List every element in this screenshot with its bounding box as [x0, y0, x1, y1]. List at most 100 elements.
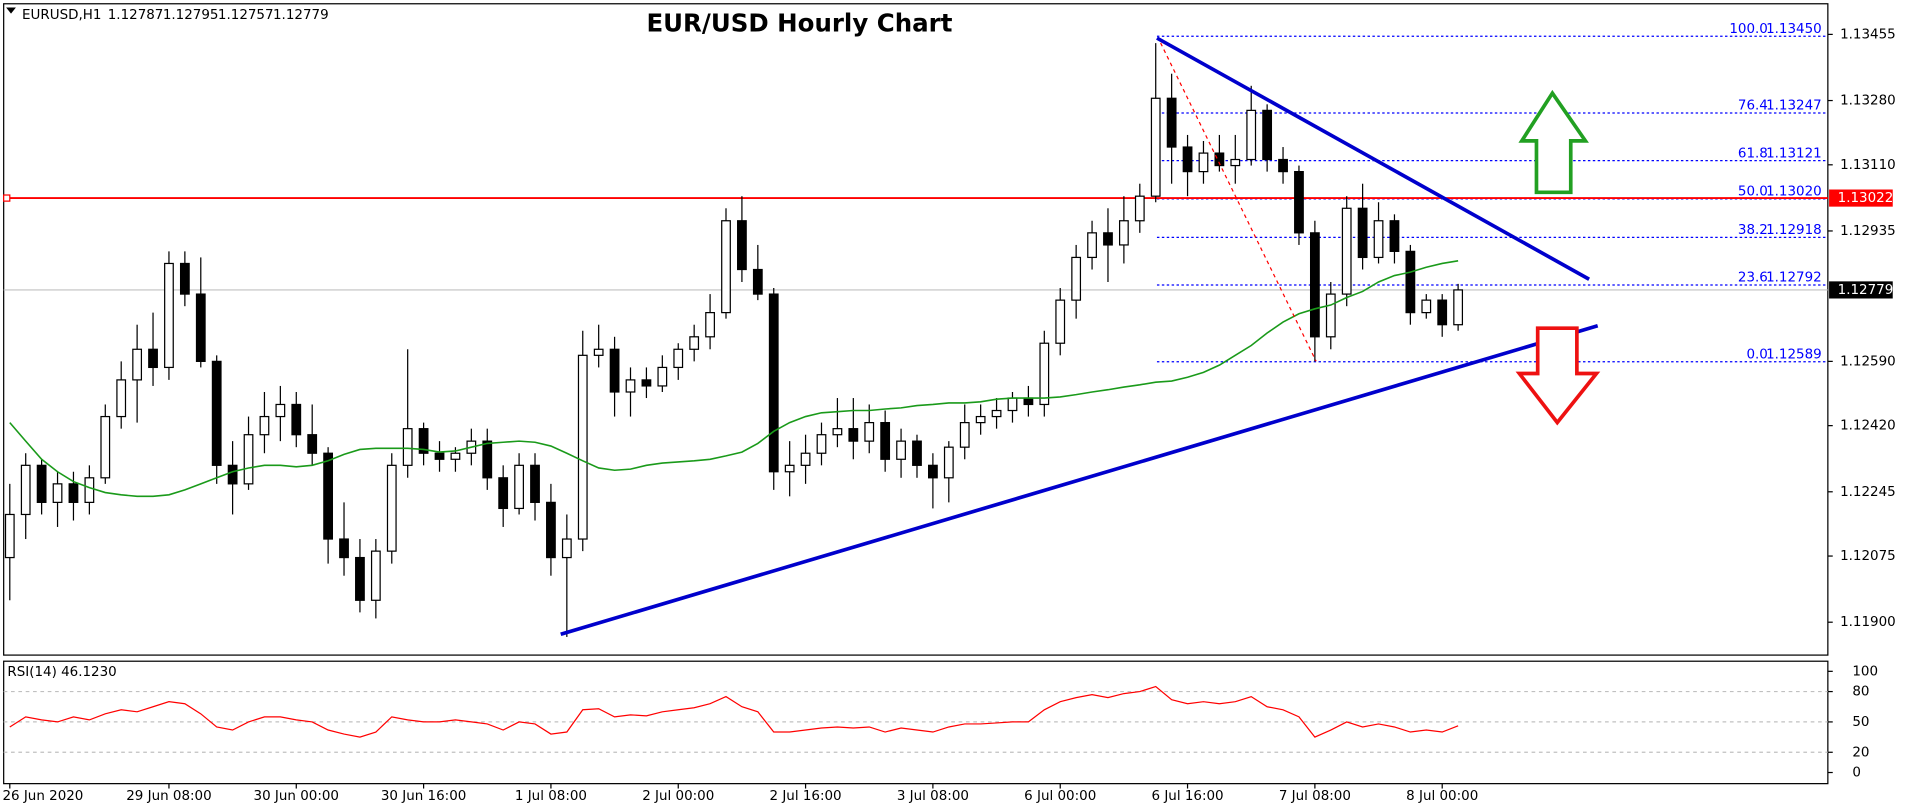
candle-body: [561, 538, 572, 559]
fib-swing-line: [1160, 42, 1317, 362]
candle-body: [259, 415, 270, 436]
candle-body: [880, 421, 891, 460]
candle-body: [1055, 299, 1066, 344]
rsi-y-tick-label: 0: [1852, 766, 1861, 781]
chart-title: EUR/USD Hourly Chart: [646, 9, 952, 38]
x-tick-label: 2 Jul 16:00: [770, 789, 842, 804]
candle-body: [386, 464, 397, 552]
candle-body: [928, 464, 938, 479]
candle-body: [84, 477, 95, 503]
candle-body: [36, 464, 47, 503]
candle-body: [593, 348, 604, 356]
fib-level: 100.0: [1729, 22, 1768, 37]
candle-body: [434, 452, 445, 460]
candle-body: [1325, 293, 1336, 338]
candle-body: [1118, 220, 1129, 246]
candle-body: [1294, 170, 1304, 234]
candle-body: [1087, 232, 1097, 259]
up-arrow: [1518, 89, 1589, 195]
symbol: EURUSD,H1: [22, 8, 101, 23]
y-tick-label: 1.13110: [1840, 158, 1896, 173]
x-tick-label: 8 Jul 00:00: [1406, 789, 1478, 804]
candle-body: [4, 513, 15, 559]
candle-body: [100, 415, 111, 479]
fib-price: 1.12918: [1766, 223, 1822, 238]
candle-body: [132, 348, 143, 381]
horizontal-level-label: 1.13022: [1838, 191, 1894, 206]
y-tick-label: 1.12935: [1840, 224, 1896, 239]
rsi-line: [9, 685, 1459, 738]
x-tick-label: 3 Jul 08:00: [897, 789, 969, 804]
rsi-y-tick-label: 80: [1852, 685, 1869, 700]
candle-body: [1071, 256, 1082, 301]
candle-body: [689, 336, 700, 350]
y-tick-label: 1.12075: [1840, 549, 1896, 564]
candle-body: [1039, 342, 1050, 406]
candle-body: [816, 434, 827, 454]
y-tick-label: 1.12245: [1840, 485, 1896, 500]
main-panel: [3, 3, 1829, 656]
candle-body: [370, 550, 381, 601]
x-tick-label: 26 Jun 2020: [2, 789, 83, 804]
candle-body: [1023, 397, 1034, 406]
candle-body: [991, 409, 1002, 418]
fib-price: 1.13450: [1766, 22, 1822, 37]
fib-price: 1.13121: [1766, 146, 1822, 161]
rsi-title: RSI(14) 46.1230: [7, 665, 116, 680]
fib-price: 1.12792: [1766, 271, 1822, 286]
candle-body: [705, 311, 715, 338]
x-tick-label: 6 Jul 16:00: [1151, 789, 1223, 804]
candle-body: [1341, 207, 1352, 295]
x-tick-label: 2 Jul 00:00: [642, 789, 714, 804]
candle-body: [1214, 152, 1225, 167]
candle-body: [1357, 207, 1368, 259]
candle-body: [800, 452, 811, 466]
candle-body: [52, 483, 63, 503]
candle-body: [975, 415, 986, 424]
menu-triangle: [6, 7, 16, 14]
horizontal-level-marker: [3, 194, 11, 202]
candle-body: [164, 262, 174, 369]
fib-price: 1.12589: [1766, 347, 1822, 362]
candle-body: [1103, 232, 1113, 246]
x-tick-label: 6 Jul 00:00: [1024, 789, 1096, 804]
candle-body: [116, 379, 127, 418]
candle-body: [355, 556, 365, 601]
candle-body: [1421, 299, 1432, 314]
ohlc-low: 1.12757: [218, 8, 274, 23]
candle-body: [195, 293, 206, 362]
candle-body: [179, 262, 190, 295]
candle-body: [721, 220, 731, 314]
marks: 1.13455 1.13280 1.13110 1.12935 1.12590 1.124…: [2, 22, 1895, 804]
x-tick-label: 1 Jul 08:00: [515, 789, 587, 804]
candle-body: [402, 428, 413, 466]
candle-body: [418, 428, 429, 454]
candle-body: [1182, 146, 1193, 173]
candle-body: [498, 477, 509, 510]
candle-body: [577, 354, 588, 540]
ohlc-open: 1.12787: [108, 8, 164, 23]
fib-price: 1.13247: [1766, 99, 1822, 114]
horizontal-level-box: [1829, 189, 1893, 207]
candle-body: [912, 440, 922, 466]
y-tick-label: 1.12420: [1840, 419, 1896, 434]
rsi-y-tick-label: 50: [1852, 715, 1869, 730]
candle-body: [450, 452, 461, 460]
current-price-box: [1829, 281, 1893, 299]
x-tick-label: 30 Jun 00:00: [254, 789, 339, 804]
candle-body: [307, 434, 318, 454]
fib-level: 76.4: [1738, 99, 1768, 114]
candle-body: [514, 464, 524, 510]
moving-average: [9, 260, 1459, 498]
y-tick-label: 1.13455: [1840, 27, 1896, 42]
rsi-y-tick-label: 100: [1852, 664, 1878, 679]
candle-body: [1389, 220, 1400, 252]
candle-body: [657, 366, 668, 387]
candle-body: [1230, 158, 1241, 167]
candle-body: [227, 464, 238, 485]
candle-body: [943, 446, 954, 479]
candle-body: [148, 348, 158, 369]
candle-body: [832, 428, 843, 436]
